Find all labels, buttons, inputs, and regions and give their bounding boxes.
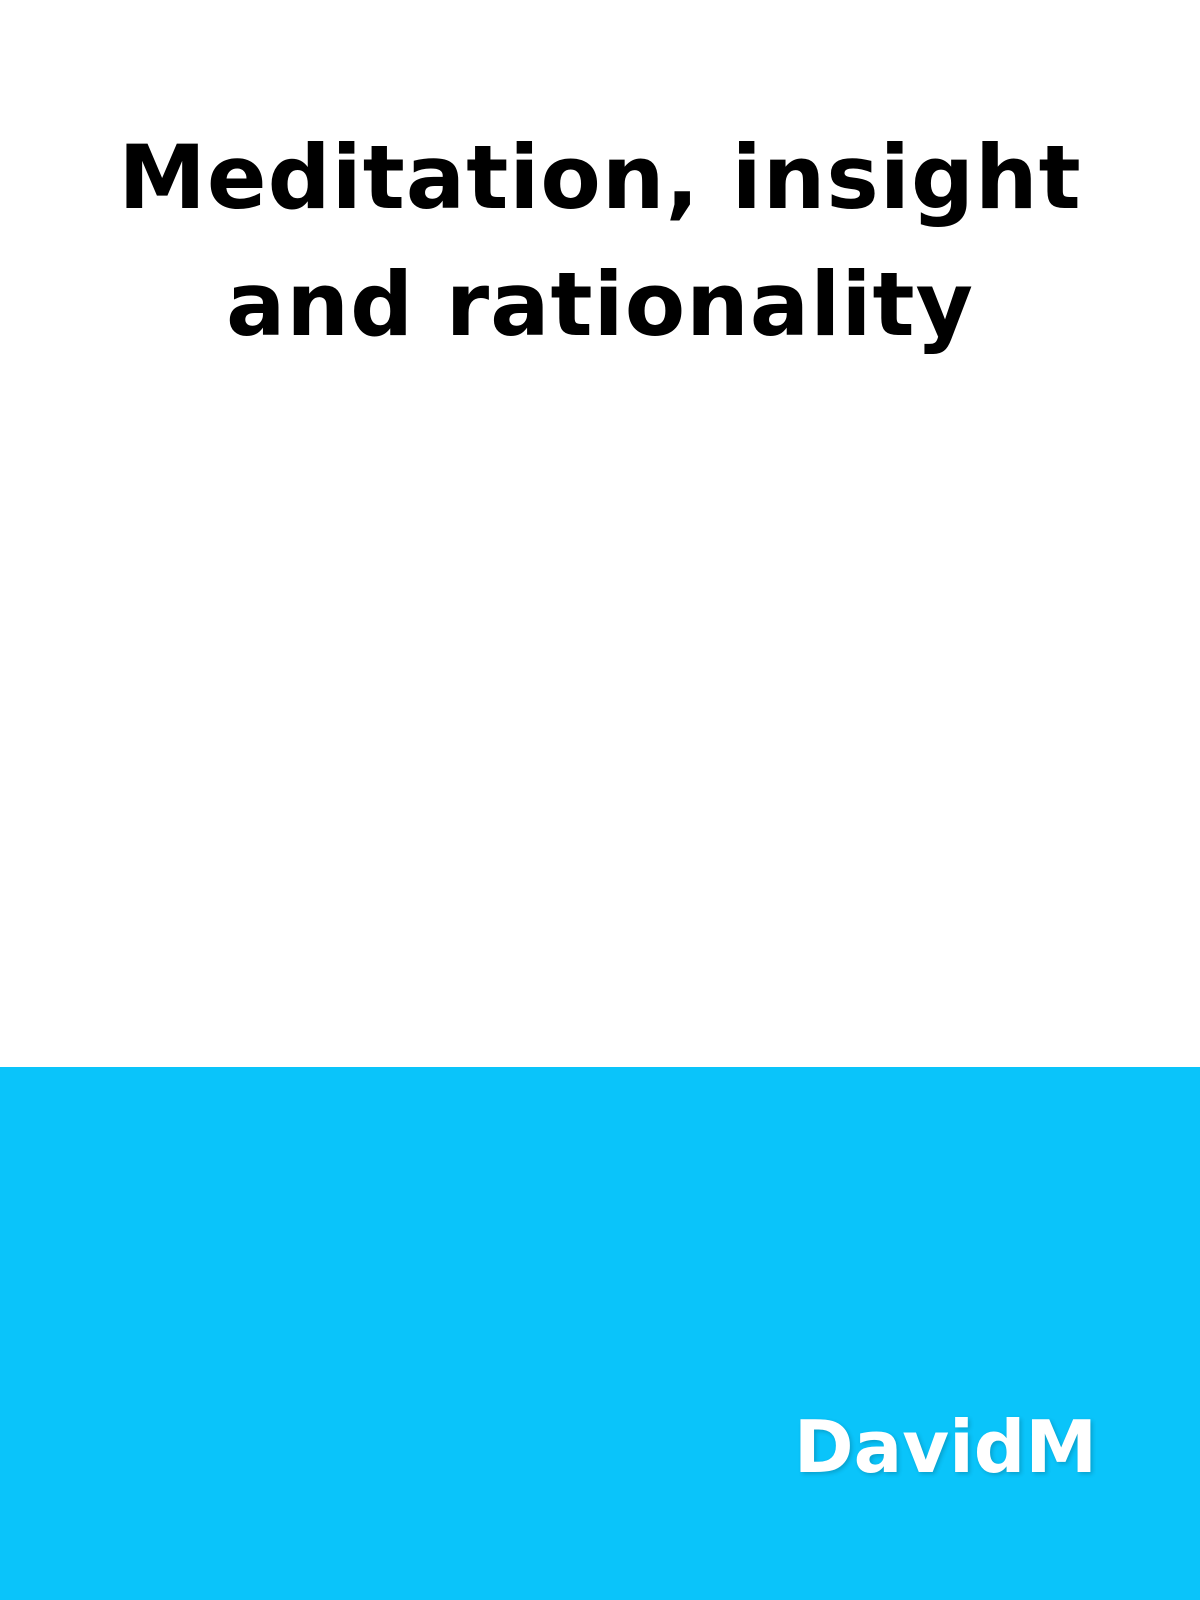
author-band	[0, 1067, 1200, 1600]
book-title: Meditation, insight and rationality	[118, 126, 1082, 356]
title-area: Meditation, insight and rationality	[118, 126, 1082, 356]
book-author: DavidM	[793, 1405, 1097, 1489]
